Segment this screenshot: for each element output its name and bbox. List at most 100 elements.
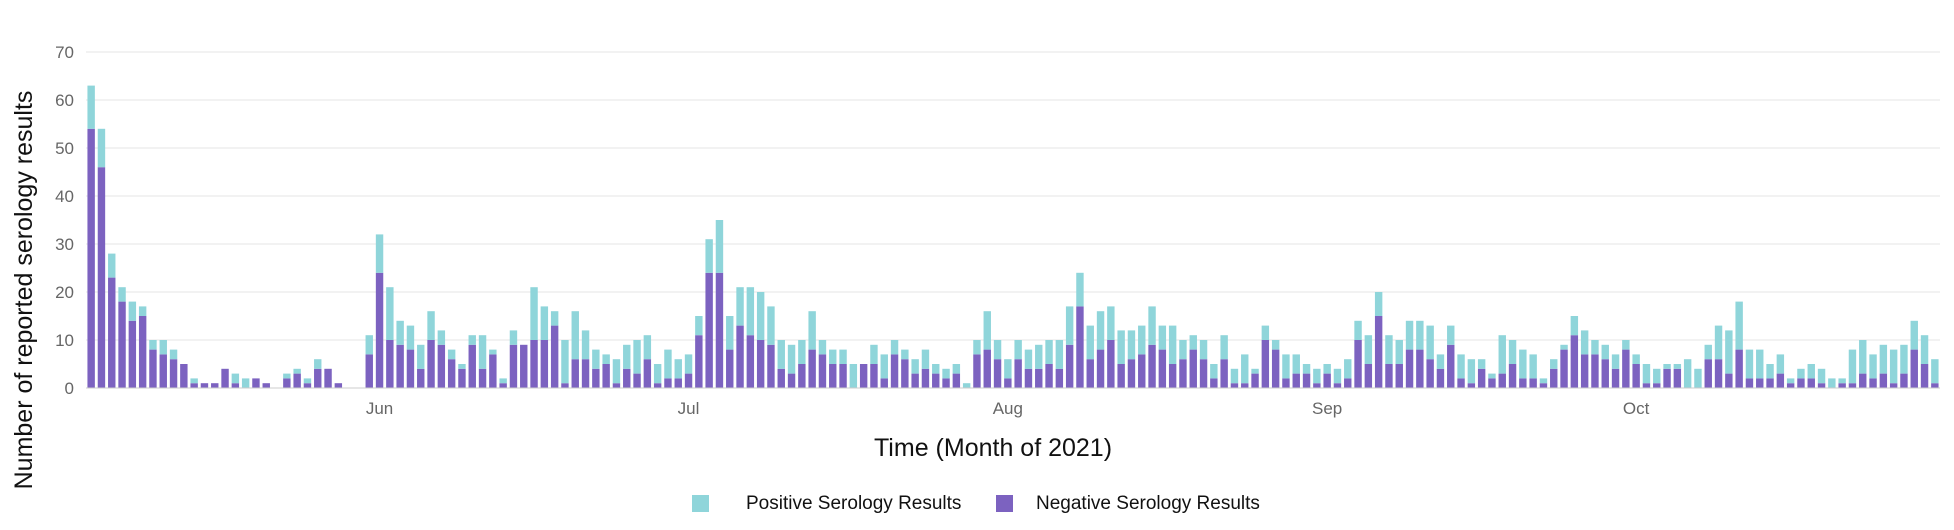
bar-positive[interactable] xyxy=(1611,354,1620,369)
bar-positive[interactable] xyxy=(1344,359,1352,379)
bar-positive[interactable] xyxy=(1385,335,1393,364)
bar-positive[interactable] xyxy=(365,335,373,355)
bar-negative[interactable] xyxy=(1477,368,1486,388)
bar-negative[interactable] xyxy=(262,383,270,388)
bar-positive[interactable] xyxy=(633,340,641,374)
bar-positive[interactable] xyxy=(1065,306,1074,345)
bar-positive[interactable] xyxy=(1086,325,1094,360)
bar-negative[interactable] xyxy=(633,373,641,388)
bar-negative[interactable] xyxy=(808,349,816,388)
bar-positive[interactable] xyxy=(746,287,755,336)
bar-positive[interactable] xyxy=(1271,340,1280,350)
bar-positive[interactable] xyxy=(1261,325,1270,340)
bar-negative[interactable] xyxy=(540,340,549,388)
bar-negative[interactable] xyxy=(859,364,868,388)
bar-negative[interactable] xyxy=(1900,373,1908,388)
bar-positive[interactable] xyxy=(1282,354,1290,379)
bar-negative[interactable] xyxy=(211,383,219,388)
bar-negative[interactable] xyxy=(386,340,394,388)
bar-positive[interactable] xyxy=(437,330,446,345)
bar-positive[interactable] xyxy=(375,234,384,273)
bar-negative[interactable] xyxy=(1653,383,1661,388)
bar-positive[interactable] xyxy=(1199,340,1208,360)
bar-negative[interactable] xyxy=(1776,373,1785,388)
bar-negative[interactable] xyxy=(1096,349,1105,388)
bar-negative[interactable] xyxy=(1189,349,1197,388)
bar-negative[interactable] xyxy=(1508,364,1517,388)
bar-positive[interactable] xyxy=(1168,325,1177,364)
bar-negative[interactable] xyxy=(664,378,672,388)
bar-negative[interactable] xyxy=(97,167,106,388)
bar-positive[interactable] xyxy=(303,378,312,384)
bar-positive[interactable] xyxy=(241,378,250,388)
bar-positive[interactable] xyxy=(128,301,137,321)
bar-negative[interactable] xyxy=(334,383,343,388)
bar-positive[interactable] xyxy=(1076,272,1084,307)
bar-positive[interactable] xyxy=(901,349,909,360)
bar-positive[interactable] xyxy=(159,340,167,355)
bar-positive[interactable] xyxy=(97,128,106,168)
bar-negative[interactable] xyxy=(993,359,1002,388)
bar-positive[interactable] xyxy=(1745,349,1754,379)
bar-negative[interactable] xyxy=(1374,316,1383,388)
bar-positive[interactable] xyxy=(1859,340,1867,374)
bar-negative[interactable] xyxy=(1405,349,1414,388)
bar-negative[interactable] xyxy=(1107,340,1115,388)
bar-positive[interactable] xyxy=(1045,340,1053,364)
bar-negative[interactable] xyxy=(1076,306,1084,388)
bar-positive[interactable] xyxy=(1920,335,1929,364)
bar-positive[interactable] xyxy=(1498,335,1506,374)
bar-positive[interactable] xyxy=(108,253,116,278)
bar-positive[interactable] xyxy=(890,340,899,355)
bar-negative[interactable] xyxy=(1313,383,1321,388)
bar-positive[interactable] xyxy=(1457,354,1465,379)
bar-positive[interactable] xyxy=(1591,340,1599,355)
bar-negative[interactable] xyxy=(880,378,888,388)
bar-positive[interactable] xyxy=(808,311,816,350)
bar-positive[interactable] xyxy=(973,340,981,355)
bar-negative[interactable] xyxy=(1035,368,1043,388)
bar-positive[interactable] xyxy=(756,292,765,340)
bar-negative[interactable] xyxy=(1611,368,1620,388)
bar-positive[interactable] xyxy=(726,316,734,350)
bar-negative[interactable] xyxy=(942,378,950,388)
bar-negative[interactable] xyxy=(746,335,755,388)
bar-negative[interactable] xyxy=(829,364,837,388)
bar-positive[interactable] xyxy=(1055,340,1064,369)
bar-negative[interactable] xyxy=(478,368,487,388)
bar-negative[interactable] xyxy=(1333,383,1342,388)
bar-positive[interactable] xyxy=(1148,306,1156,345)
bar-positive[interactable] xyxy=(1251,368,1259,374)
bar-positive[interactable] xyxy=(1416,320,1424,350)
bar-positive[interactable] xyxy=(1477,359,1486,369)
legend-label-negative[interactable]: Negative Serology Results xyxy=(1036,493,1260,514)
bar-negative[interactable] xyxy=(1436,368,1445,388)
bar-negative[interactable] xyxy=(1642,383,1651,388)
bar-negative[interactable] xyxy=(1663,368,1671,388)
bar-negative[interactable] xyxy=(767,344,775,388)
bar-negative[interactable] xyxy=(1354,340,1362,388)
bar-negative[interactable] xyxy=(324,368,332,388)
bar-positive[interactable] xyxy=(1210,364,1218,379)
bar-negative[interactable] xyxy=(314,368,322,388)
bar-positive[interactable] xyxy=(612,359,621,384)
bar-negative[interactable] xyxy=(1817,383,1826,388)
bar-positive[interactable] xyxy=(592,349,600,369)
bar-negative[interactable] xyxy=(1467,383,1476,388)
bar-negative[interactable] xyxy=(1838,383,1846,388)
bar-positive[interactable] xyxy=(674,359,682,379)
bar-positive[interactable] xyxy=(489,349,497,355)
bar-negative[interactable] xyxy=(736,325,744,388)
bar-positive[interactable] xyxy=(1519,349,1527,379)
bar-negative[interactable] xyxy=(932,373,940,388)
bar-negative[interactable] xyxy=(1024,368,1033,388)
bar-positive[interactable] xyxy=(1488,373,1496,379)
bar-negative[interactable] xyxy=(1735,349,1743,388)
bar-positive[interactable] xyxy=(1622,340,1630,350)
bar-positive[interactable] xyxy=(602,354,610,364)
bar-negative[interactable] xyxy=(1385,364,1393,388)
bar-positive[interactable] xyxy=(1673,364,1682,369)
bar-negative[interactable] xyxy=(973,354,981,388)
bar-positive[interactable] xyxy=(1220,335,1228,360)
bar-negative[interactable] xyxy=(252,378,260,388)
